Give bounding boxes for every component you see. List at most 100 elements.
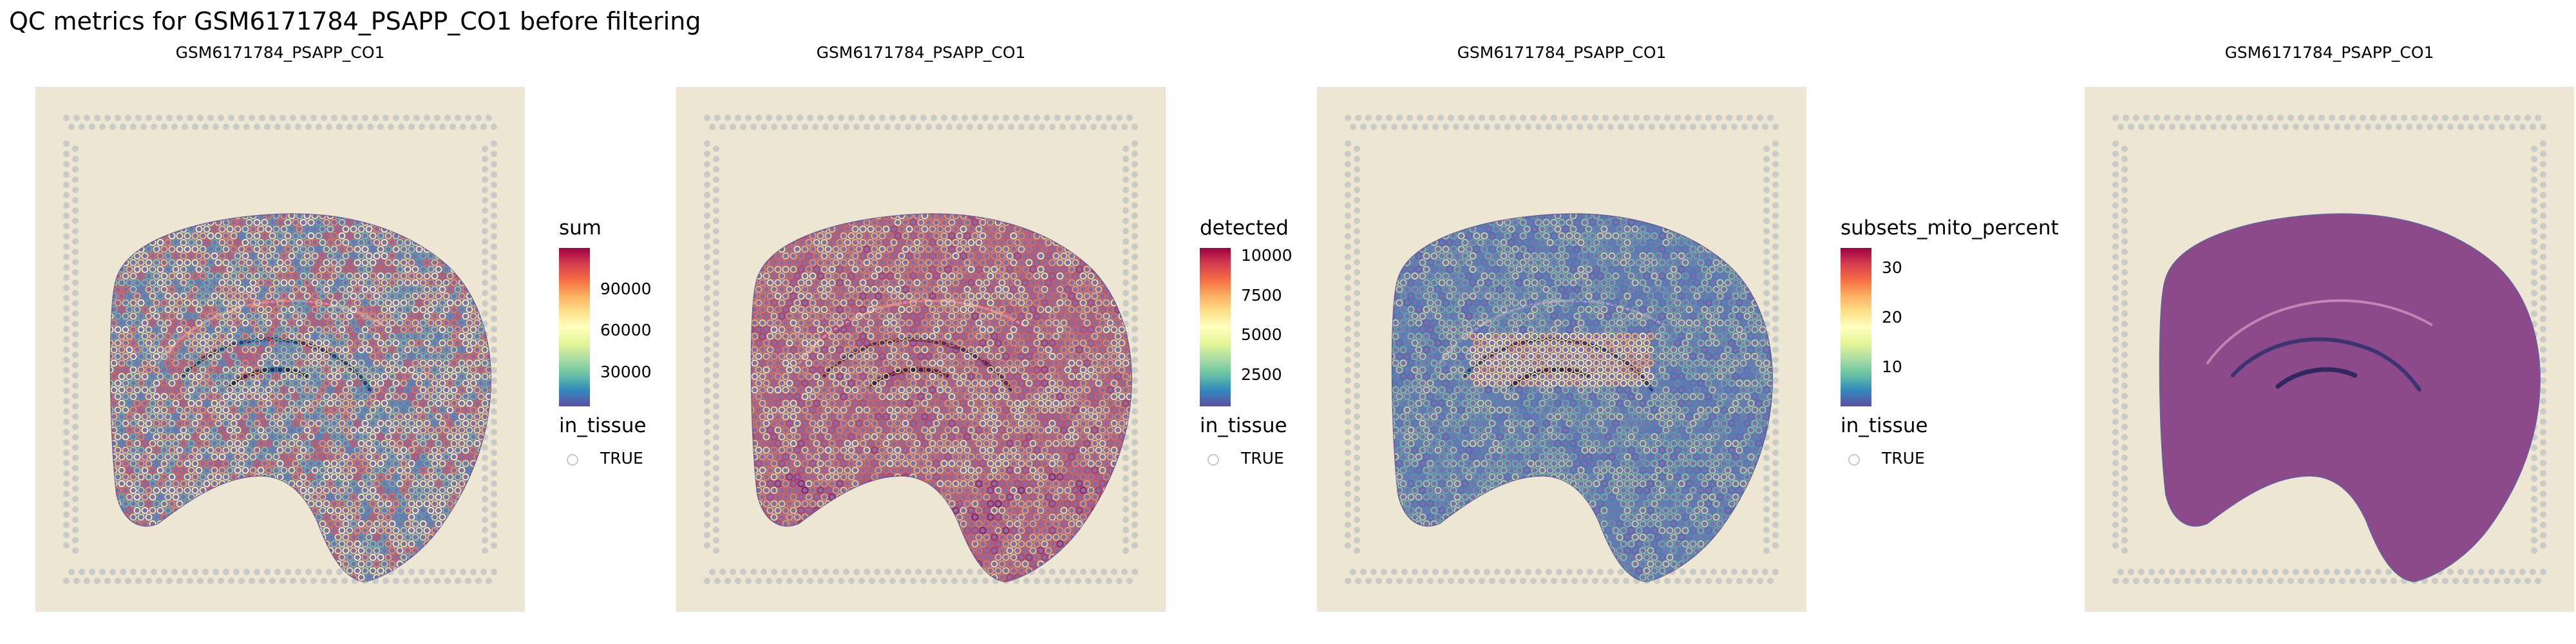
tissue-spot bbox=[423, 393, 431, 401]
tissue-spot bbox=[296, 413, 303, 421]
tissue-spot bbox=[242, 359, 249, 367]
tissue-spot bbox=[327, 426, 334, 434]
tissue-spot bbox=[793, 393, 801, 401]
fiducial-spot bbox=[63, 274, 70, 281]
fiducial-spot bbox=[1070, 569, 1076, 575]
tissue-spot bbox=[963, 366, 971, 374]
tissue-spot bbox=[245, 218, 253, 226]
fiducial-spot bbox=[704, 439, 710, 446]
tissue-spot bbox=[269, 218, 276, 226]
tissue-spot bbox=[423, 366, 431, 374]
tissue-spot bbox=[122, 285, 129, 293]
tissue-spot bbox=[330, 460, 338, 468]
tissue-spot bbox=[1064, 379, 1072, 387]
tissue-spot bbox=[450, 453, 458, 460]
spatial-plot-svg bbox=[676, 87, 1166, 612]
tissue-spot bbox=[979, 379, 987, 387]
tissue-spot bbox=[828, 399, 836, 407]
tissue-spot bbox=[1087, 352, 1095, 360]
tissue-spot bbox=[867, 265, 875, 273]
fiducial-spot bbox=[326, 124, 332, 130]
tissue-spot bbox=[1021, 319, 1029, 327]
tissue-spot bbox=[805, 332, 813, 340]
tissue-spot bbox=[905, 386, 913, 393]
fiducial-spot bbox=[413, 578, 420, 584]
fiducial-spot bbox=[326, 569, 332, 575]
fiducial-spot bbox=[305, 569, 312, 575]
tissue-spot bbox=[195, 239, 203, 247]
fiducial-spot bbox=[63, 140, 70, 147]
tissue-spot bbox=[813, 359, 820, 367]
tissue-spot bbox=[265, 413, 272, 421]
tissue-spot bbox=[284, 446, 292, 454]
tissue-spot bbox=[392, 513, 400, 521]
tissue-spot bbox=[288, 292, 296, 300]
tissue-spot bbox=[350, 319, 357, 327]
fiducial-spot bbox=[491, 192, 497, 198]
tissue-spot bbox=[466, 386, 473, 393]
tissue-spot bbox=[203, 440, 211, 448]
tissue-spot bbox=[878, 352, 886, 360]
tissue-spot bbox=[404, 292, 412, 300]
fiducial-spot bbox=[791, 124, 798, 130]
tissue-spot bbox=[905, 279, 913, 287]
tissue-spot bbox=[377, 486, 384, 494]
fiducial-spot bbox=[802, 124, 808, 130]
tissue-spot bbox=[365, 533, 373, 541]
fiducial-spot bbox=[63, 326, 70, 332]
tissue-spot bbox=[473, 386, 481, 393]
tissue-spot bbox=[311, 426, 319, 434]
fiducial-spot bbox=[709, 124, 715, 130]
tissue-spot bbox=[149, 292, 156, 300]
tissue-spot bbox=[998, 306, 1006, 314]
tissue-spot bbox=[211, 239, 218, 247]
fiducial-spot bbox=[213, 569, 219, 575]
tissue-spot bbox=[377, 366, 384, 374]
tissue-spot bbox=[334, 373, 342, 381]
fiducial-spot bbox=[491, 419, 497, 425]
tissue-spot bbox=[1114, 386, 1122, 393]
fiducial-spot bbox=[1132, 470, 1138, 477]
tissue-spot bbox=[149, 426, 156, 434]
tissue-spot bbox=[307, 299, 315, 307]
fiducial-spot bbox=[63, 346, 70, 353]
tissue-spot bbox=[156, 480, 164, 488]
tissue-spot bbox=[249, 466, 257, 474]
tissue-spot bbox=[257, 225, 265, 233]
tissue-spot bbox=[813, 346, 820, 354]
tissue-spot bbox=[342, 373, 350, 381]
tissue-spot bbox=[299, 299, 307, 307]
tissue-spot bbox=[164, 386, 172, 393]
tissue-spot bbox=[929, 292, 936, 300]
tissue-spot bbox=[253, 285, 261, 293]
tissue-spot bbox=[261, 366, 269, 374]
tissue-spot bbox=[234, 426, 242, 434]
tissue-spot bbox=[373, 440, 381, 448]
tissue-spot bbox=[909, 299, 917, 307]
tissue-spot bbox=[809, 259, 817, 267]
tissue-spot bbox=[265, 292, 272, 300]
tissue-spot bbox=[817, 379, 824, 387]
tissue-spot bbox=[354, 312, 361, 320]
fiducial-spot bbox=[383, 115, 389, 121]
tissue-spot bbox=[1018, 352, 1025, 360]
tissue-spot bbox=[427, 440, 435, 448]
fiducial-spot bbox=[482, 166, 488, 173]
tissue-spot bbox=[1075, 279, 1083, 287]
tissue-spot bbox=[265, 426, 272, 434]
tissue-spot bbox=[929, 399, 936, 407]
tissue-spot bbox=[180, 386, 187, 393]
tissue-spot bbox=[211, 225, 218, 233]
tissue-spot bbox=[848, 366, 855, 374]
tissue-spot bbox=[412, 265, 419, 273]
tissue-spot bbox=[118, 453, 126, 460]
tissue-spot bbox=[952, 346, 960, 354]
tissue-spot bbox=[384, 500, 392, 507]
tissue-spot bbox=[207, 393, 214, 401]
tissue-spot bbox=[755, 326, 762, 334]
tissue-spot bbox=[118, 386, 126, 393]
tissue-spot bbox=[898, 399, 905, 407]
tissue-spot bbox=[330, 366, 338, 374]
tissue-spot bbox=[875, 346, 882, 354]
tissue-spot bbox=[338, 446, 346, 454]
